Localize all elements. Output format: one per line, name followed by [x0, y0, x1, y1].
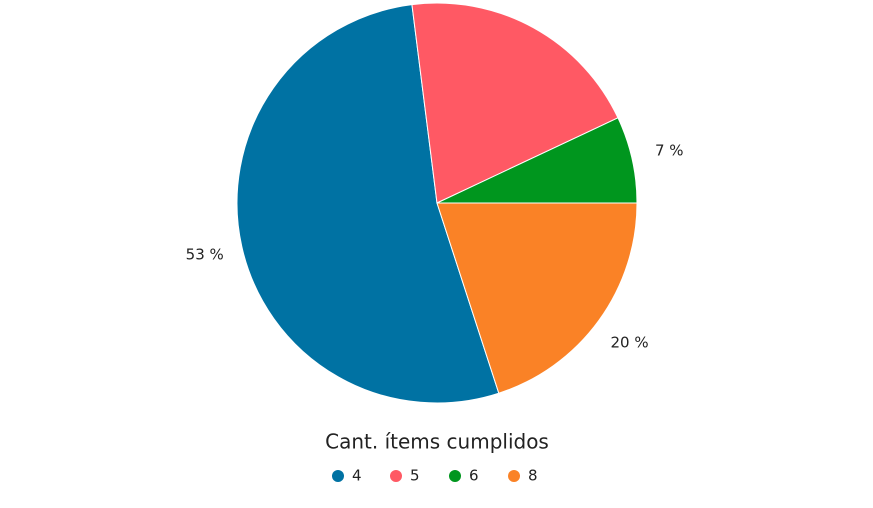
pie-slice: [236, 4, 500, 404]
data-label: 20 %: [533, 0, 571, 3]
legend-label: 4: [352, 467, 362, 485]
pie-slice: [411, 2, 619, 204]
legend-label: 6: [469, 467, 479, 485]
pie-slice: [436, 202, 638, 394]
legend-label: 8: [528, 467, 538, 485]
data-label: 20 %: [610, 333, 648, 351]
legend-title: Cant. ítems cumplidos: [325, 430, 549, 454]
legend-marker: [449, 470, 461, 482]
legend-marker: [332, 470, 344, 482]
data-label: 53 %: [186, 245, 224, 263]
data-label: 7 %: [655, 142, 684, 160]
legend-marker: [508, 470, 520, 482]
legend-label: 5: [410, 467, 420, 485]
legend-marker: [390, 470, 402, 482]
